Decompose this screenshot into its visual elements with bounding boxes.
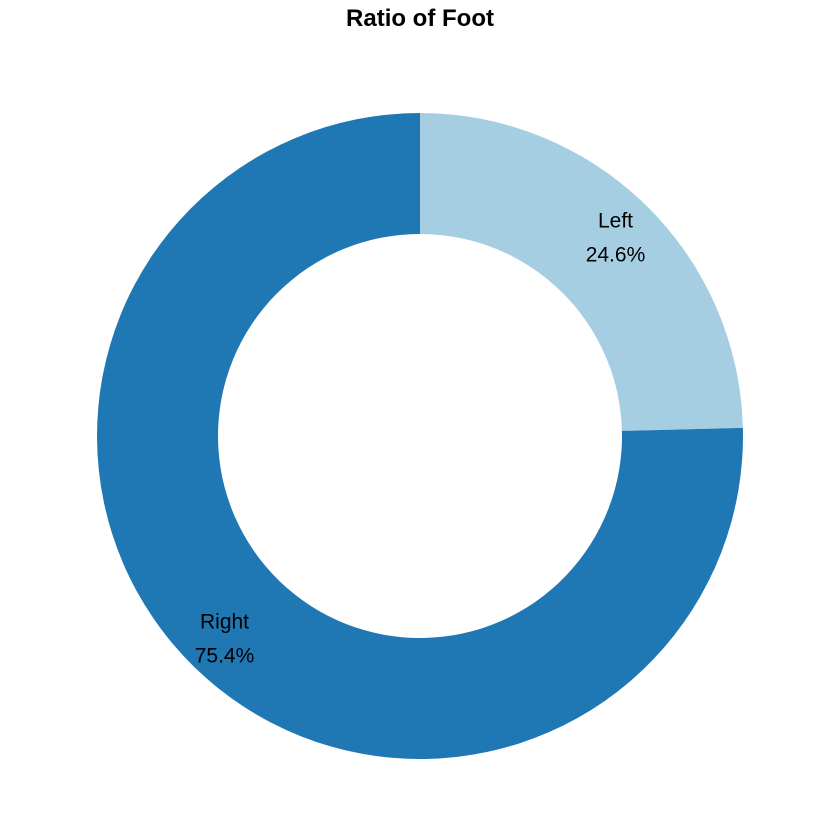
donut-slices	[96, 113, 743, 759]
donut-slice-right	[96, 113, 743, 759]
slice-label-right: Right	[200, 610, 249, 633]
slice-value-left: 24.6%	[586, 244, 646, 267]
donut-slice-left	[420, 113, 743, 431]
slice-label-left: Left	[598, 210, 633, 233]
donut-labels: Left 24.6% Right 75.4%	[195, 210, 646, 668]
slice-value-right: 75.4%	[195, 644, 255, 667]
chart-title: Ratio of Foot	[346, 5, 494, 32]
